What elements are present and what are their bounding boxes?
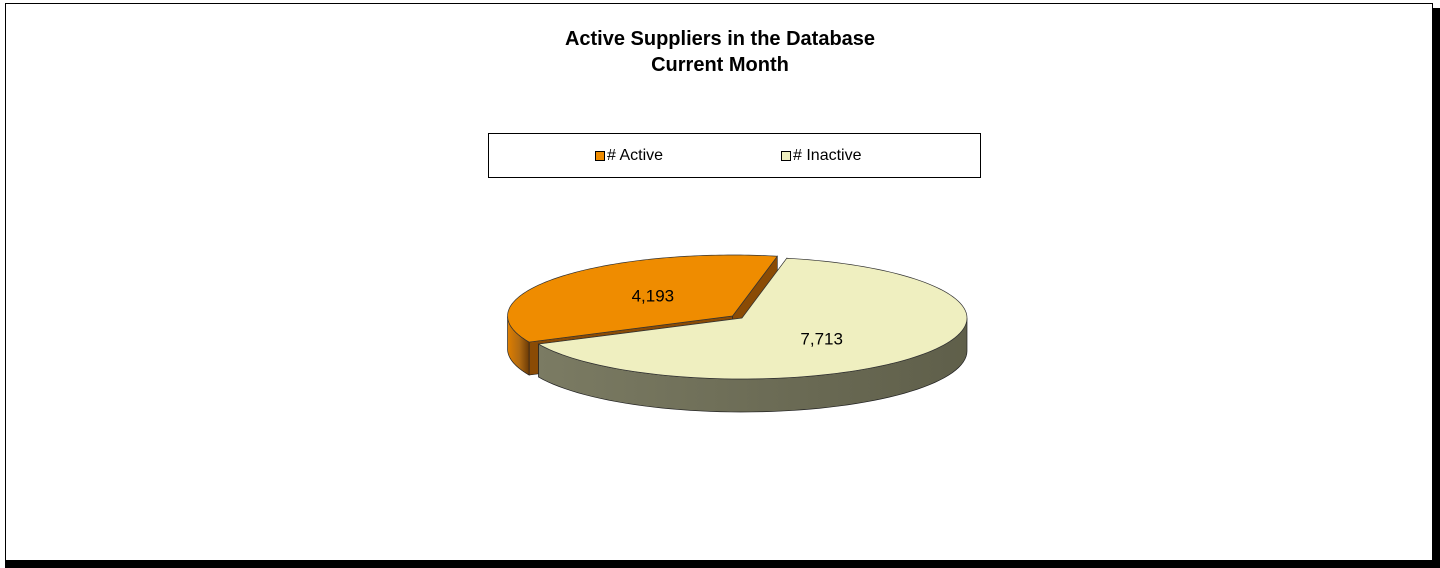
- pie-group: 4,193 7,713: [507, 254, 968, 413]
- frame-shadow-bottom: [5, 560, 1440, 568]
- legend-item-active: # Active: [595, 147, 663, 165]
- chart-subtitle: Current Month: [651, 54, 789, 76]
- legend-item-inactive: # Inactive: [781, 147, 861, 165]
- frame-shadow-right: [1433, 8, 1440, 560]
- legend-swatch-inactive: [781, 151, 791, 161]
- chart-title-block: Active Suppliers in the Database Current…: [0, 26, 1440, 78]
- legend: # Active # Inactive: [488, 133, 981, 178]
- pie-slice-inactive: [537, 257, 968, 380]
- legend-label-active: # Active: [607, 147, 664, 164]
- legend-swatch-active: [595, 151, 605, 161]
- data-label-active: 4,193: [632, 286, 675, 305]
- legend-label-inactive: # Inactive: [793, 147, 862, 164]
- pie-slice-active: [507, 254, 779, 343]
- chart-title: Active Suppliers in the Database: [564, 28, 876, 50]
- data-label-inactive: 7,713: [800, 330, 843, 349]
